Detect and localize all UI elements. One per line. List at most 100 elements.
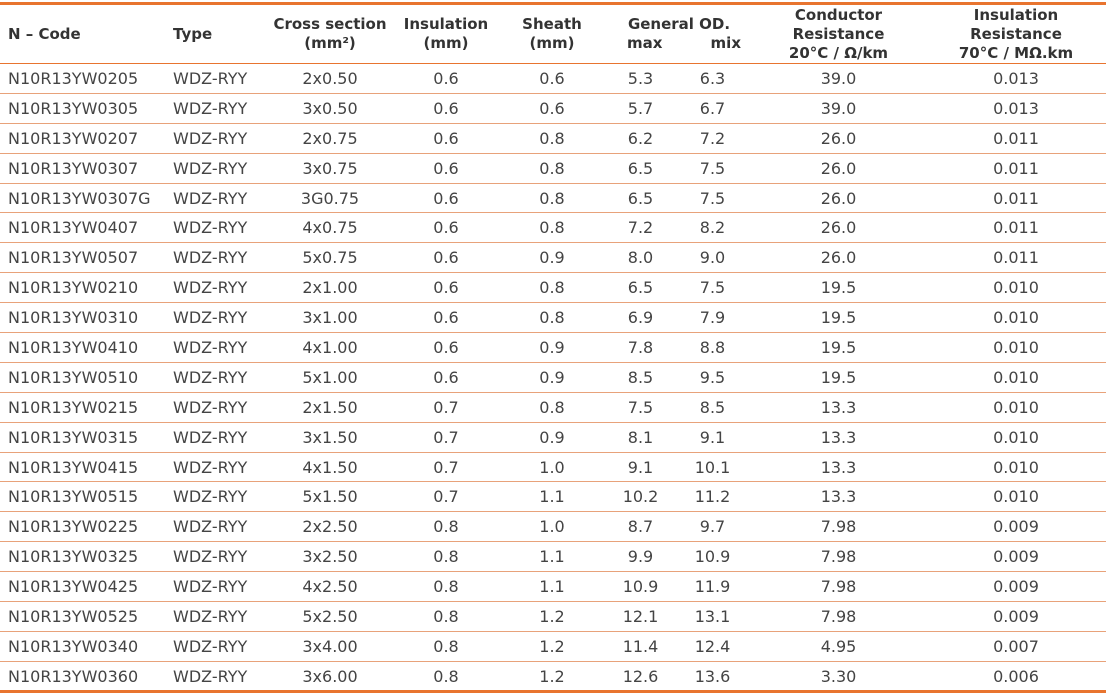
cell-insulation: 0.6 [395, 153, 497, 184]
cell-od-min: 7.5 [674, 183, 751, 214]
cell-insulation-resistance: 0.006 [993, 666, 1039, 686]
cell-conductor-resistance: 13.3 [751, 392, 926, 423]
cell-insulation-resistance: 0.011 [926, 153, 1106, 184]
cell-type: WDZ-RYY [165, 362, 265, 393]
cell-type: WDZ-RYY [165, 63, 265, 94]
header-od-max: max [627, 34, 663, 52]
cell-type: WDZ-RYY [165, 242, 265, 274]
cell-od-max: 6.9 [607, 302, 674, 334]
cell-insulation-resistance: 0.010 [926, 332, 1106, 363]
table-row: N10R13YW0225 WDZ-RYY 2x2.50 0.8 1.0 8.7 9.7 7.9… [0, 511, 1106, 543]
cell-od-min: 7.5 [674, 272, 751, 304]
cell-code: N10R13YW0207 [0, 123, 165, 154]
table-row: N10R13YW0325 WDZ-RYY 3x2.50 0.8 1.1 9.9 10.9 7.… [0, 541, 1106, 573]
cell-code: N10R13YW0415 [0, 452, 165, 483]
cell-sheath: 1.0 [497, 511, 607, 543]
cell-type: WDZ-RYY [165, 93, 265, 124]
cell-cross-section: 3G0.75 [265, 183, 395, 214]
cell-conductor-resistance: 3.30 [820, 666, 857, 686]
cell-od-max: 12.1 [607, 601, 674, 632]
table-row: N10R13YW0215 WDZ-RYY 2x1.50 0.7 0.8 7.5 8.5 13.… [0, 392, 1106, 423]
table-row: N10R13YW0315 WDZ-RYY 3x1.50 0.7 0.9 8.1 9.1 13.… [0, 422, 1106, 453]
cell-conductor-resistance: 7.98 [751, 541, 926, 573]
top-rule [0, 2, 1106, 5]
cell-type: WDZ-RYY [165, 481, 265, 513]
cell-od-min: 13.6 [694, 666, 731, 686]
cell-insulation-resistance: 0.009 [926, 601, 1106, 632]
cell-sheath: 0.8 [497, 272, 607, 304]
cell-insulation: 0.6 [395, 362, 497, 393]
cell-od-max: 6.2 [607, 123, 674, 154]
header-type: Type [165, 5, 265, 64]
header-od-min: mix [710, 34, 741, 52]
cell-cross-section: 5x0.75 [265, 242, 395, 274]
cell-cross-section: 3x4.00 [265, 631, 395, 662]
cell-insulation-resistance: 0.009 [926, 541, 1106, 573]
cell-insulation-resistance: 0.011 [926, 123, 1106, 154]
cell-code: N10R13YW0507 [0, 242, 165, 274]
cell-cross-section: 4x1.00 [265, 332, 395, 363]
cell-sheath: 0.6 [497, 63, 607, 94]
header-general-od: General OD. max mix [607, 5, 751, 64]
cell-cross-section: 3x2.50 [265, 541, 395, 573]
cell-od-min: 10.1 [674, 452, 751, 483]
table-row: N10R13YW0407 WDZ-RYY 4x0.75 0.6 0.8 7.2 8.2 26.… [0, 212, 1106, 244]
cell-sheath: 1.1 [497, 541, 607, 573]
cell-conductor-resistance: 7.98 [751, 601, 926, 632]
cell-od-max: 10.2 [607, 481, 674, 513]
cell-conductor-resistance: 19.5 [751, 272, 926, 304]
cell-sheath: 0.8 [497, 392, 607, 423]
cell-type: WDZ-RYY [165, 541, 265, 573]
cable-spec-table: N – Code Type Cross section (mm²) Insula… [0, 5, 1106, 691]
table-row: N10R13YW0360 WDZ-RYY 3x6.00 0.8 1.2 12.6 13.6 3… [0, 661, 1106, 690]
header-conductor-resistance: Conductor Resistance 20°C / Ω/km [751, 5, 926, 64]
cell-insulation-resistance: 0.010 [926, 362, 1106, 393]
cell-insulation: 0.6 [395, 212, 497, 244]
table-row: N10R13YW0507 WDZ-RYY 5x0.75 0.6 0.9 8.0 9.0 26.… [0, 242, 1106, 274]
cell-sheath: 1.1 [497, 481, 607, 513]
table-row: N10R13YW0307G WDZ-RYY 3G0.75 0.6 0.8 6.5 7.5 26… [0, 183, 1106, 214]
bottom-rule [0, 690, 1106, 693]
cell-cross-section: 2x1.50 [265, 392, 395, 423]
cell-type: WDZ-RYY [165, 302, 265, 334]
cell-insulation: 0.8 [395, 511, 497, 543]
cell-insulation-resistance: 0.011 [926, 242, 1106, 274]
cell-cross-section: 2x2.50 [265, 511, 395, 543]
cell-code: N10R13YW0410 [0, 332, 165, 363]
cell-cross-section: 5x1.00 [265, 362, 395, 393]
cell-insulation-resistance: 0.010 [926, 392, 1106, 423]
cell-code: N10R13YW0510 [0, 362, 165, 393]
cell-code: N10R13YW0407 [0, 212, 165, 244]
cell-insulation-resistance: 0.013 [926, 93, 1106, 124]
cell-sheath: 1.2 [539, 666, 565, 686]
cell-od-min: 10.9 [674, 541, 751, 573]
cell-sheath: 0.6 [497, 93, 607, 124]
cell-insulation: 0.7 [395, 452, 497, 483]
cell-od-max: 6.5 [607, 183, 674, 214]
header-insulation: Insulation (mm) [395, 5, 497, 64]
table-row: N10R13YW0415 WDZ-RYY 4x1.50 0.7 1.0 9.1 10.1 13… [0, 452, 1106, 483]
cell-od-min: 11.2 [674, 481, 751, 513]
cell-od-max: 7.5 [607, 392, 674, 423]
cell-sheath: 1.1 [497, 571, 607, 603]
cell-code: N10R13YW0307G [0, 183, 165, 214]
cell-code: N10R13YW0225 [0, 511, 165, 543]
cell-insulation: 0.6 [395, 63, 497, 94]
cell-insulation: 0.7 [395, 481, 497, 513]
cell-cross-section: 4x2.50 [265, 571, 395, 603]
cell-code: N10R13YW0340 [0, 631, 165, 662]
cell-insulation: 0.6 [395, 93, 497, 124]
table-row: N10R13YW0305 WDZ-RYY 3x0.50 0.6 0.6 5.7 6.7 39.… [0, 93, 1106, 124]
cell-conductor-resistance: 13.3 [751, 452, 926, 483]
cell-od-min: 6.3 [674, 63, 751, 94]
cell-type: WDZ-RYY [165, 601, 265, 632]
cell-od-max: 6.5 [607, 153, 674, 184]
cell-od-max: 8.7 [607, 511, 674, 543]
table-row: N10R13YW0205 WDZ-RYY 2x0.50 0.6 0.6 5.3 6.3 39.… [0, 63, 1106, 94]
cell-type: WDZ-RYY [165, 392, 265, 423]
cell-cross-section: 3x1.50 [265, 422, 395, 453]
cell-insulation-resistance: 0.011 [926, 183, 1106, 214]
cell-insulation: 0.8 [395, 601, 497, 632]
cell-sheath: 0.8 [497, 302, 607, 334]
